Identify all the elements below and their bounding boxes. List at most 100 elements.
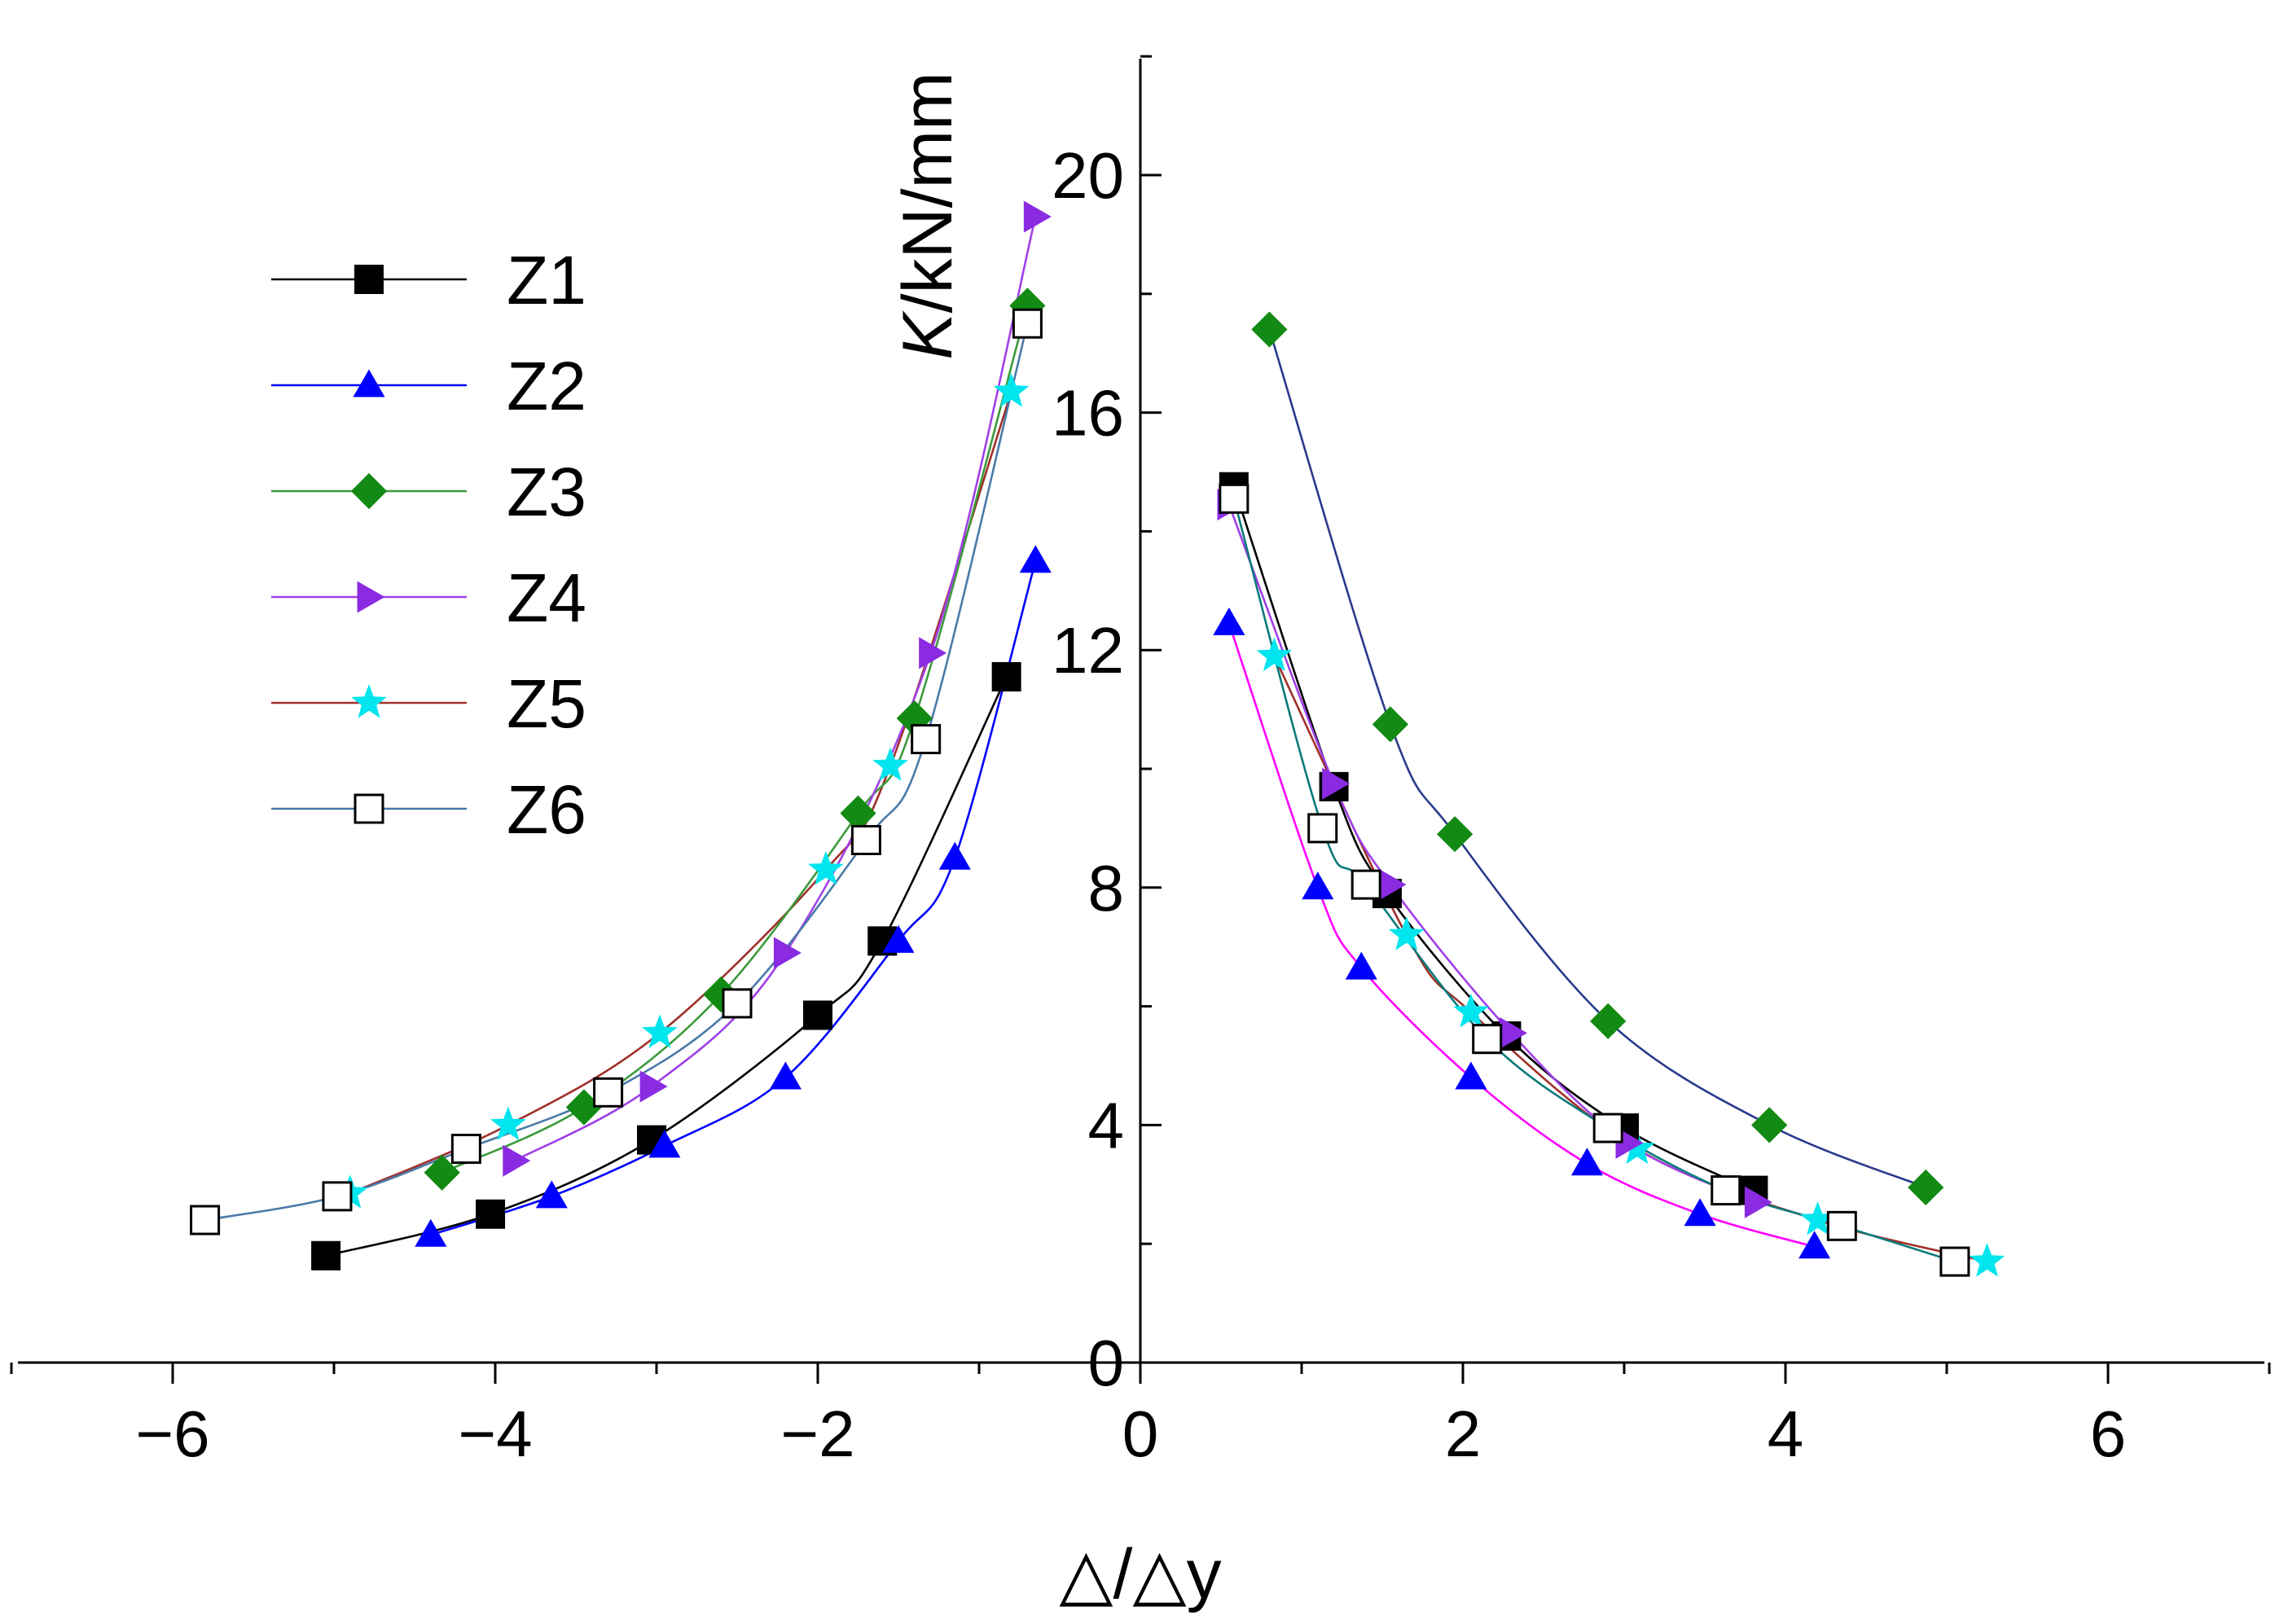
data-point-z2 bbox=[882, 924, 915, 953]
data-point-z5 bbox=[993, 373, 1030, 407]
data-point-z4 bbox=[919, 637, 947, 669]
data-point-z6 bbox=[1711, 1175, 1741, 1206]
data-point-z3 bbox=[565, 1089, 602, 1126]
data-point-z4 bbox=[1499, 1016, 1527, 1049]
legend-label: Z3 bbox=[507, 454, 586, 530]
x-axis-title: △/△y bbox=[1059, 1535, 1221, 1613]
data-point-z3 bbox=[1751, 1107, 1788, 1143]
x-tick-label: −6 bbox=[135, 1398, 209, 1470]
x-tick-label: −4 bbox=[458, 1398, 532, 1470]
y-tick-label: 8 bbox=[1088, 852, 1125, 924]
series-z3-lines bbox=[441, 305, 1926, 1189]
legend-label: Z1 bbox=[507, 242, 586, 318]
data-point-z3 bbox=[840, 795, 876, 832]
data-point-z6 bbox=[593, 1077, 624, 1108]
data-point-z4 bbox=[503, 1144, 531, 1177]
data-point-z3 bbox=[424, 1154, 460, 1191]
data-point-z1 bbox=[311, 1240, 341, 1271]
x-tick-label: −2 bbox=[780, 1398, 854, 1470]
data-point-z5 bbox=[490, 1106, 526, 1140]
data-point-z2 bbox=[1684, 1198, 1716, 1227]
y-tick-label: 4 bbox=[1088, 1089, 1125, 1161]
series-line-z5 bbox=[349, 391, 1012, 1195]
data-point-z3 bbox=[1372, 706, 1408, 743]
series-line-z3 bbox=[1268, 329, 1926, 1189]
y-tick-label: 16 bbox=[1052, 377, 1124, 450]
legend-item-z4: Z4 bbox=[271, 560, 586, 636]
legend-label: Z5 bbox=[507, 665, 586, 742]
data-point-z5 bbox=[642, 1014, 678, 1048]
data-point-z4 bbox=[773, 937, 802, 969]
legend-label: Z6 bbox=[507, 771, 586, 848]
data-point-z4 bbox=[639, 1070, 668, 1103]
data-point-z5 bbox=[1453, 993, 1489, 1028]
legend-marker-z3 bbox=[350, 472, 388, 510]
legend: Z1 Z2 Z3 Z4 Z5 Z6 bbox=[271, 242, 586, 848]
data-point-z4 bbox=[1378, 868, 1407, 901]
data-point-z1 bbox=[991, 662, 1021, 692]
data-point-z2 bbox=[1302, 871, 1334, 900]
data-point-z3 bbox=[703, 976, 740, 1013]
legend-marker-z6 bbox=[354, 793, 384, 824]
series-z4-markers bbox=[503, 200, 1772, 1218]
data-point-z2 bbox=[938, 841, 971, 870]
data-point-z6 bbox=[1219, 483, 1249, 514]
data-point-z2 bbox=[648, 1130, 681, 1158]
y-axis-title-unit: /kN/mm bbox=[889, 72, 967, 313]
data-point-z5 bbox=[1969, 1243, 2005, 1277]
data-point-z6 bbox=[450, 1134, 481, 1165]
y-axis-title-italic: K bbox=[889, 310, 967, 360]
series-z6-markers bbox=[190, 308, 1970, 1277]
data-point-z2 bbox=[769, 1061, 802, 1090]
data-point-z6 bbox=[1351, 869, 1381, 900]
data-point-z6 bbox=[1826, 1210, 1857, 1241]
data-point-z2 bbox=[1019, 545, 1052, 573]
data-point-z2 bbox=[415, 1218, 447, 1247]
data-point-z6 bbox=[1307, 813, 1338, 844]
data-point-z5 bbox=[1256, 637, 1293, 672]
data-point-z6 bbox=[1472, 1024, 1503, 1055]
x-tick-label: 6 bbox=[2090, 1398, 2127, 1470]
data-point-z5 bbox=[872, 747, 908, 781]
legend-marker-z5 bbox=[351, 684, 387, 718]
legend-item-z5: Z5 bbox=[271, 665, 586, 742]
series-z4-lines bbox=[514, 216, 1757, 1204]
data-point-z5 bbox=[808, 851, 844, 885]
series-line-z4 bbox=[1228, 504, 1757, 1204]
legend-item-z2: Z2 bbox=[271, 348, 586, 424]
data-point-z6 bbox=[1592, 1113, 1623, 1143]
series-z2-markers bbox=[415, 545, 1831, 1259]
data-point-z6 bbox=[190, 1205, 221, 1236]
series-line-z5 bbox=[1273, 655, 1987, 1263]
data-point-z3 bbox=[1590, 1003, 1627, 1039]
series-layer bbox=[190, 200, 2005, 1277]
y-tick-label: 20 bbox=[1052, 139, 1124, 212]
data-point-z3 bbox=[1251, 311, 1288, 348]
data-point-z1 bbox=[803, 1000, 832, 1030]
data-point-z1 bbox=[476, 1199, 506, 1229]
y-tick-label: 0 bbox=[1088, 1327, 1125, 1399]
series-line-z2 bbox=[430, 560, 1037, 1236]
data-point-z6 bbox=[1012, 308, 1043, 339]
data-point-z2 bbox=[1455, 1061, 1487, 1090]
series-line-z6 bbox=[1232, 498, 1956, 1263]
series-line-z2 bbox=[1228, 622, 1815, 1249]
data-point-z2 bbox=[535, 1180, 568, 1209]
y-axis-title: K/kN/mm bbox=[889, 72, 967, 360]
y-tick-label: 12 bbox=[1052, 614, 1124, 687]
axes: −6 −4 −2 0 2 4 6 0 4 8 12 16 20 △/△y K/kN/mm bbox=[10, 55, 2271, 1613]
data-point-z3 bbox=[1908, 1169, 1944, 1206]
data-point-z6 bbox=[850, 824, 881, 855]
legend-marker-z4 bbox=[357, 581, 385, 613]
data-point-z2 bbox=[1213, 607, 1245, 635]
x-tick-label: 4 bbox=[1768, 1398, 1804, 1470]
data-point-z5 bbox=[1388, 916, 1425, 950]
data-point-z6 bbox=[322, 1181, 353, 1212]
data-point-z6 bbox=[911, 724, 942, 755]
data-point-z6 bbox=[1939, 1246, 1970, 1277]
data-point-z5 bbox=[1799, 1201, 1836, 1236]
data-point-z4 bbox=[1744, 1186, 1772, 1218]
data-point-z4 bbox=[1322, 767, 1351, 800]
legend-item-z3: Z3 bbox=[271, 454, 586, 530]
